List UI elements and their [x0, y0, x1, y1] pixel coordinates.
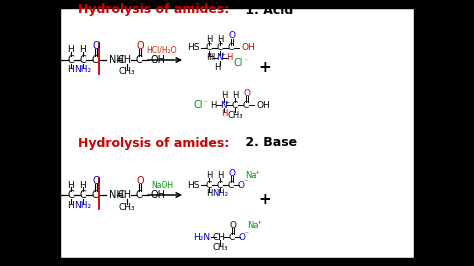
Text: NH₂: NH₂: [74, 201, 91, 210]
Text: C: C: [80, 190, 86, 200]
Text: N: N: [217, 53, 223, 63]
Text: Cl: Cl: [193, 100, 203, 110]
Text: O: O: [92, 176, 100, 186]
Text: HS: HS: [188, 181, 200, 189]
Text: O: O: [228, 168, 236, 177]
Text: +: +: [256, 219, 262, 225]
Text: ⁻: ⁻: [203, 98, 207, 107]
Text: H₂N: H₂N: [193, 232, 210, 242]
Text: H: H: [232, 92, 238, 101]
Text: C: C: [229, 232, 235, 242]
Text: C: C: [91, 190, 99, 200]
Text: C: C: [228, 181, 234, 189]
Text: H: H: [221, 92, 227, 101]
Text: C: C: [217, 181, 223, 189]
Text: H: H: [214, 63, 220, 72]
Text: C: C: [68, 190, 74, 200]
Text: +: +: [259, 193, 272, 207]
Text: CH₃: CH₃: [118, 202, 135, 211]
Text: CH: CH: [118, 190, 132, 200]
Text: ⁻: ⁻: [244, 230, 248, 239]
Text: C: C: [243, 101, 249, 110]
Text: +: +: [220, 52, 226, 57]
Text: H: H: [206, 52, 212, 61]
Text: +: +: [255, 169, 260, 174]
Text: O: O: [237, 181, 245, 189]
Text: H: H: [217, 172, 223, 181]
Text: HS: HS: [188, 44, 200, 52]
Text: ⁻: ⁻: [243, 56, 247, 65]
Text: H: H: [206, 172, 212, 181]
Text: NH: NH: [109, 55, 124, 65]
Text: 2. Base: 2. Base: [241, 136, 297, 149]
Text: O: O: [136, 176, 144, 186]
Text: O: O: [244, 89, 250, 98]
Text: C: C: [136, 190, 142, 200]
Text: O: O: [92, 41, 100, 51]
Text: H: H: [208, 53, 214, 63]
Text: OH: OH: [151, 55, 166, 65]
Text: CH: CH: [118, 55, 132, 65]
Text: NH₂: NH₂: [212, 189, 228, 198]
Text: H: H: [221, 110, 227, 118]
Text: +: +: [224, 99, 229, 105]
Text: H: H: [210, 101, 216, 110]
Text: C: C: [217, 44, 223, 52]
Text: 1. Acid: 1. Acid: [241, 3, 293, 16]
Text: Cl: Cl: [233, 58, 243, 68]
Text: HS: HS: [46, 190, 60, 200]
Text: O: O: [238, 232, 246, 242]
Text: C: C: [206, 44, 212, 52]
Text: Na: Na: [247, 221, 259, 230]
Text: H: H: [68, 45, 74, 55]
Text: CH₃: CH₃: [227, 110, 243, 119]
Text: OH: OH: [242, 44, 256, 52]
Text: H: H: [80, 45, 86, 55]
Text: H: H: [68, 181, 74, 189]
Text: H: H: [68, 201, 74, 210]
Text: H: H: [206, 189, 212, 198]
Text: O: O: [136, 41, 144, 51]
Text: Hydrolysis of amides:: Hydrolysis of amides:: [78, 136, 229, 149]
Text: H: H: [80, 181, 86, 189]
Text: Na: Na: [245, 171, 257, 180]
Text: C: C: [206, 181, 212, 189]
Text: Hydrolysis of amides:: Hydrolysis of amides:: [78, 3, 229, 16]
Text: C: C: [232, 101, 238, 110]
Text: OH: OH: [151, 190, 166, 200]
Text: N: N: [220, 101, 228, 110]
Text: CH: CH: [212, 232, 226, 242]
Text: ⁻: ⁻: [243, 177, 247, 186]
Text: NaOH: NaOH: [151, 181, 173, 189]
Text: H: H: [217, 35, 223, 44]
Text: CH₃: CH₃: [118, 68, 135, 77]
Text: H: H: [68, 65, 74, 74]
Text: C: C: [80, 55, 86, 65]
Text: O: O: [228, 31, 236, 40]
Text: C: C: [68, 55, 74, 65]
Text: HCl/H₂O: HCl/H₂O: [146, 45, 177, 55]
Text: C: C: [136, 55, 142, 65]
Text: NH: NH: [109, 190, 124, 200]
Text: C: C: [91, 55, 99, 65]
Text: NH₂: NH₂: [74, 65, 91, 74]
Text: HS: HS: [46, 55, 60, 65]
Text: O: O: [229, 221, 237, 230]
Text: H: H: [206, 35, 212, 44]
Text: C: C: [228, 44, 234, 52]
Text: H: H: [226, 53, 232, 63]
Text: +: +: [259, 60, 272, 76]
Text: CH₃: CH₃: [212, 243, 228, 251]
Text: OH: OH: [257, 101, 271, 110]
